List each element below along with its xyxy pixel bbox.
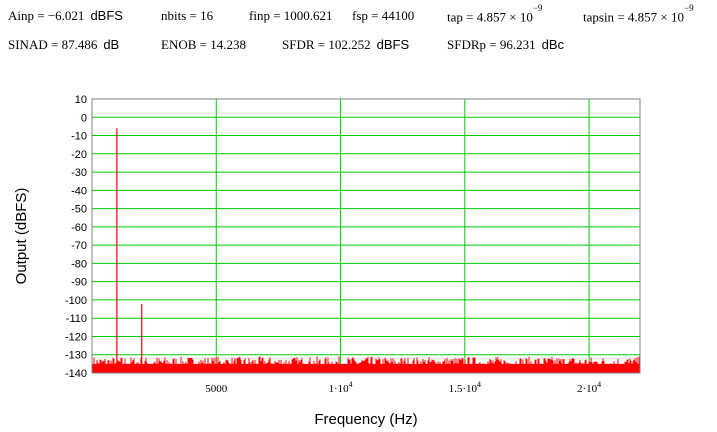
param-tapsin: tapsin = 4.857 × 10−9 — [583, 3, 694, 25]
peaks — [116, 128, 143, 373]
y-tick-label: -130 — [65, 350, 87, 362]
x-axis-label: Frequency (Hz) — [314, 411, 417, 428]
param-tap: tap = 4.857 × 10−9 — [447, 3, 543, 25]
param-enob: ENOB = 14.238 — [161, 37, 246, 52]
param-sfdr: SFDR = 102.252 dBFS — [282, 37, 410, 52]
param-row-2: SINAD = 87.486 dB ENOB = 14.238 SFDR = 10… — [0, 37, 717, 55]
param-row-1: Ainp = −6.021 dBFS nbits = 16 finp = 1000… — [0, 3, 717, 26]
y-tick-label: -90 — [71, 277, 87, 289]
y-tick-label: -110 — [66, 313, 87, 325]
noise-fill — [92, 363, 640, 373]
y-axis-label: Output (dBFS) — [13, 188, 30, 285]
y-tick-label: -140 — [65, 368, 87, 380]
plot-frame — [91, 98, 641, 374]
x-tick-label: 1·104 — [328, 380, 352, 395]
y-tick-label: -100 — [65, 295, 87, 307]
y-tick-label: -30 — [71, 167, 87, 179]
param-sfdrp: SFDRp = 96.231 dBc — [447, 37, 565, 52]
y-tick-label: -20 — [71, 149, 87, 161]
x-tick-label: 1.5·104 — [449, 380, 481, 395]
x-tick-labels: 5000 1·104 1.5·104 2·104 — [205, 380, 601, 395]
param-sinad: SINAD = 87.486 dB — [8, 37, 120, 52]
y-tick-label: -40 — [71, 185, 87, 197]
grid — [92, 98, 640, 374]
y-tick-label: -120 — [65, 331, 87, 343]
x-tick-label: 5000 — [205, 383, 228, 395]
param-finp: finp = 1000.621 — [249, 8, 333, 23]
y-tick-label: -80 — [71, 258, 87, 270]
y-tick-labels: 10 0 -10 -20 -30 -40 -50 -60 -70 -80 -90 -100 -110 -1… — [65, 94, 87, 380]
param-ainp: Ainp = −6.021 dBFS — [8, 8, 123, 23]
y-tick-label: -50 — [71, 204, 87, 216]
y-tick-label: 10 — [75, 94, 87, 106]
y-tick-label: -60 — [71, 222, 87, 234]
y-tick-label: -10 — [71, 131, 87, 143]
y-tick-label: -70 — [71, 240, 87, 252]
x-tick-label: 2·104 — [577, 380, 601, 395]
param-fsp: fsp = 44100 — [352, 8, 415, 23]
y-tick-label: 0 — [81, 112, 87, 124]
noise-floor — [92, 356, 640, 373]
param-nbits: nbits = 16 — [161, 8, 214, 23]
